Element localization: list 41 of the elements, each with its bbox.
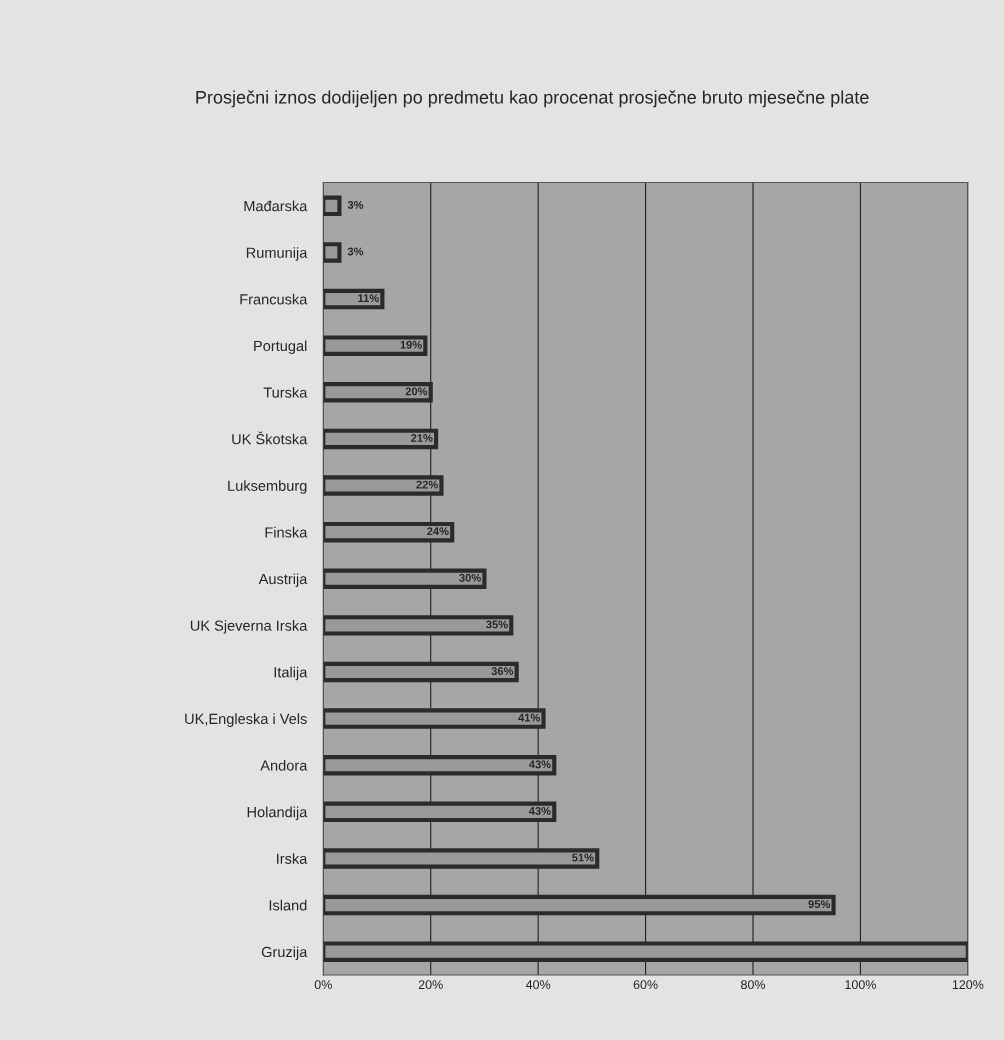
y-tick-label: UK,Engleska i Vels — [185, 713, 307, 727]
data-label: 36% — [491, 667, 514, 675]
y-tick-label: Gruzija — [261, 946, 308, 960]
y-tick-label: Andora — [260, 759, 308, 771]
y-tick-label: Austrija — [258, 573, 308, 588]
data-label: 11% — [358, 294, 379, 303]
y-tick-label: Turska — [263, 387, 308, 398]
y-tick-label: Mađarska — [244, 200, 308, 212]
x-tick-label: 60% — [633, 980, 658, 990]
x-tick-label: 120% — [952, 980, 984, 990]
data-label: 3% — [347, 200, 364, 209]
x-tick-label: 80% — [741, 980, 766, 990]
y-tick-label: UK Škotska — [232, 431, 308, 445]
x-tick-label: 20% — [418, 980, 443, 990]
data-label: 19% — [400, 340, 422, 349]
x-tick-label: 40% — [525, 980, 551, 990]
data-label: 3% — [347, 247, 364, 256]
y-tick-label: Finska — [265, 526, 308, 538]
data-label: 43% — [528, 806, 551, 815]
y-tick-label: Francuska — [240, 293, 308, 305]
chart-title: Prosječni iznos dodijeljen po predmetu kao procenat prosječne bruto mjesečne plate — [196, 90, 869, 108]
x-tick-label: 100% — [845, 980, 876, 990]
data-label: 43% — [528, 760, 551, 769]
y-tick-label: Island — [269, 899, 307, 911]
data-label: 35% — [486, 620, 508, 629]
y-tick-label: Italija — [274, 666, 308, 681]
data-label: 41% — [518, 713, 540, 722]
data-label: 95% — [808, 900, 831, 909]
data-label: 22% — [416, 480, 438, 489]
y-tick-label: Holandija — [247, 806, 308, 821]
data-label: 24% — [427, 527, 449, 536]
y-tick-label: Irska — [277, 853, 308, 864]
data-label: 30% — [459, 573, 481, 582]
data-label: 20% — [405, 387, 428, 396]
y-tick-label: Luksemburg — [228, 480, 307, 494]
y-tick-label: Rumunija — [246, 247, 308, 261]
x-tick-label: 0% — [314, 980, 332, 990]
data-label: 21% — [411, 434, 433, 442]
y-tick-label: UK Sjeverna Irska — [190, 620, 308, 634]
data-label: 51% — [572, 853, 594, 862]
y-tick-label: Portugal — [254, 340, 307, 354]
